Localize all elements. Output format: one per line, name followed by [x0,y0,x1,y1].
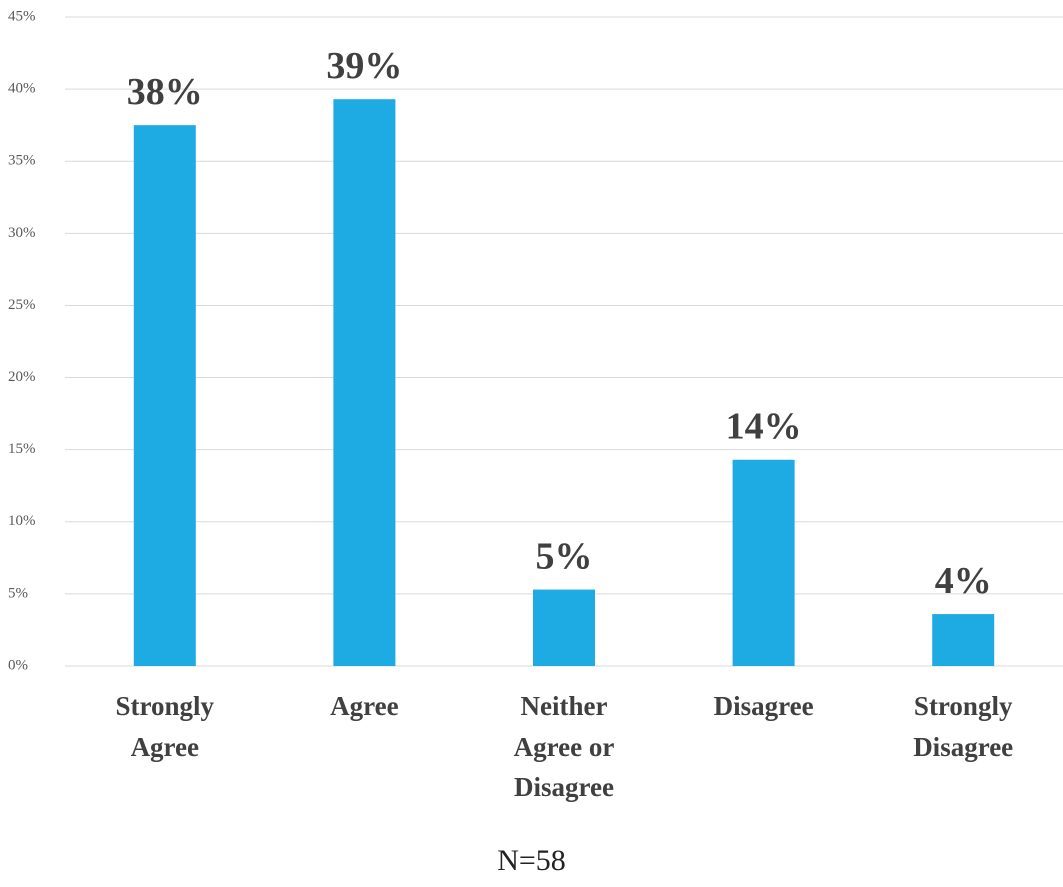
y-tick-label: 45% [8,8,36,24]
data-label: 39% [326,45,402,87]
x-tick-label: Disagree [713,691,814,721]
annotation: N=58 [497,844,566,877]
y-tick-label: 10% [8,513,36,529]
x-tick-label: Agree [330,691,399,721]
data-label: 4% [935,560,992,602]
data-label: 14% [726,405,802,447]
y-tick-label: 20% [8,369,36,385]
bar [533,589,595,666]
y-tick-label: 25% [8,297,36,313]
x-tick-label: Strongly Agree [115,691,215,762]
bar [333,99,396,666]
data-label: 38% [127,71,203,113]
bar [133,125,196,666]
y-tick-label: 30% [8,225,36,241]
data-label: 5% [536,535,593,577]
bar [732,459,795,666]
y-tick-label: 35% [8,153,36,169]
y-tick-label: 5% [8,585,28,601]
y-tick-label: 40% [8,81,36,97]
x-tick-label: Neither Agree or Disagree [513,691,615,802]
y-tick-label: 15% [8,441,36,457]
bar [932,614,995,666]
y-tick-label: 0% [8,657,28,673]
x-tick-label: Strongly Disagree [913,691,1014,762]
